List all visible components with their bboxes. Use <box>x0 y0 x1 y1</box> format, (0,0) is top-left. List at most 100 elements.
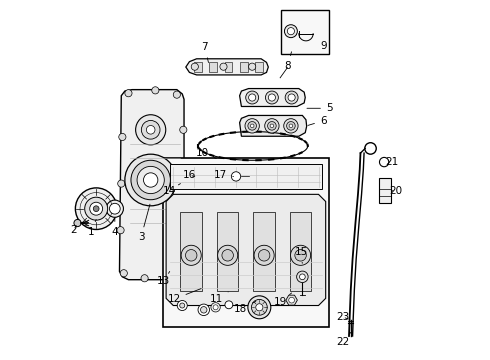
Circle shape <box>248 63 256 70</box>
Text: 12: 12 <box>168 289 201 304</box>
Polygon shape <box>186 59 269 75</box>
Bar <box>255 62 263 72</box>
Circle shape <box>125 154 176 206</box>
Bar <box>281 10 329 54</box>
Circle shape <box>251 300 267 315</box>
Circle shape <box>289 297 294 303</box>
Circle shape <box>256 304 263 311</box>
Text: 19: 19 <box>273 293 292 307</box>
Text: 8: 8 <box>284 52 292 71</box>
Circle shape <box>186 249 197 261</box>
Text: 15: 15 <box>295 247 308 263</box>
Circle shape <box>296 271 308 283</box>
Circle shape <box>191 63 198 70</box>
Circle shape <box>365 143 376 154</box>
Circle shape <box>299 274 305 280</box>
Circle shape <box>181 245 201 265</box>
Circle shape <box>180 126 187 134</box>
Circle shape <box>144 173 158 187</box>
Circle shape <box>74 220 81 226</box>
Text: 1: 1 <box>88 220 96 237</box>
Circle shape <box>248 94 256 101</box>
Circle shape <box>200 307 207 313</box>
Circle shape <box>285 91 298 104</box>
Text: 14: 14 <box>162 184 180 196</box>
Circle shape <box>285 25 297 38</box>
Circle shape <box>288 94 295 101</box>
Circle shape <box>141 275 148 282</box>
Text: 17: 17 <box>214 170 234 180</box>
Circle shape <box>295 249 306 261</box>
Circle shape <box>75 188 117 229</box>
Circle shape <box>211 303 220 312</box>
Text: 23: 23 <box>336 312 349 322</box>
Bar <box>253 212 275 291</box>
Circle shape <box>131 160 171 200</box>
Circle shape <box>152 87 159 94</box>
Circle shape <box>173 91 180 98</box>
Bar <box>163 158 329 327</box>
Text: 4: 4 <box>112 219 118 237</box>
Circle shape <box>85 197 108 220</box>
Text: 9: 9 <box>320 41 327 50</box>
Circle shape <box>218 245 238 265</box>
Text: 6: 6 <box>308 116 326 126</box>
Circle shape <box>180 303 185 308</box>
Circle shape <box>136 115 166 145</box>
Polygon shape <box>120 90 184 280</box>
Bar <box>217 212 239 291</box>
Circle shape <box>245 91 259 104</box>
Circle shape <box>231 172 241 181</box>
Circle shape <box>177 301 187 311</box>
Polygon shape <box>166 194 326 306</box>
Circle shape <box>137 166 164 194</box>
Circle shape <box>180 230 187 237</box>
Circle shape <box>268 122 276 130</box>
Polygon shape <box>240 116 307 136</box>
Text: 18: 18 <box>234 301 256 314</box>
Circle shape <box>287 28 294 35</box>
Circle shape <box>106 200 123 217</box>
Circle shape <box>198 304 210 316</box>
Circle shape <box>93 206 99 212</box>
Circle shape <box>177 273 184 280</box>
Text: 13: 13 <box>157 271 170 286</box>
Text: 20: 20 <box>389 186 402 196</box>
Text: 2: 2 <box>70 225 77 235</box>
Circle shape <box>287 122 295 130</box>
Text: 22: 22 <box>336 332 351 347</box>
Bar <box>224 62 232 72</box>
Circle shape <box>289 124 293 128</box>
Circle shape <box>213 305 218 310</box>
Bar <box>170 164 322 189</box>
Polygon shape <box>240 89 305 107</box>
Circle shape <box>250 124 254 128</box>
Circle shape <box>147 126 155 134</box>
Circle shape <box>125 90 132 97</box>
Circle shape <box>265 119 279 133</box>
Circle shape <box>225 301 233 309</box>
Circle shape <box>120 270 127 277</box>
Text: 16: 16 <box>183 170 196 180</box>
Circle shape <box>269 94 275 101</box>
Circle shape <box>258 249 270 261</box>
Circle shape <box>109 203 120 214</box>
Circle shape <box>180 176 187 184</box>
Bar <box>180 212 202 291</box>
Circle shape <box>248 296 271 319</box>
Circle shape <box>254 245 274 265</box>
Text: 3: 3 <box>138 204 150 242</box>
Text: 11: 11 <box>210 292 228 304</box>
Circle shape <box>222 249 233 261</box>
Circle shape <box>266 91 278 104</box>
Bar <box>209 62 217 72</box>
Circle shape <box>245 119 259 133</box>
Circle shape <box>220 63 227 70</box>
Circle shape <box>118 180 125 187</box>
Text: 21: 21 <box>386 157 399 167</box>
Circle shape <box>119 134 126 140</box>
Polygon shape <box>286 295 297 305</box>
Circle shape <box>270 124 274 128</box>
Circle shape <box>284 119 298 133</box>
Circle shape <box>141 121 160 139</box>
